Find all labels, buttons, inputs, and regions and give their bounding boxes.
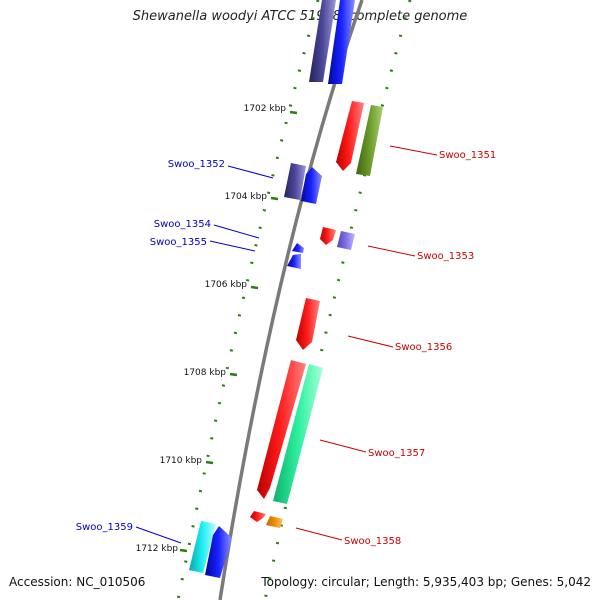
gene-arrow-blue-1354[interactable] (292, 243, 304, 253)
gene-label-swoo-1358[interactable]: Swoo_1358 (344, 536, 401, 547)
gene-arrow-red-1357[interactable] (257, 360, 306, 499)
gene-features (189, 0, 383, 578)
tick-1704: 1704 kbp (225, 192, 279, 202)
gene-arrow-orange-1358[interactable] (266, 516, 283, 528)
tick-label: 1710 kbp (160, 456, 203, 466)
tick-label: 1712 kbp (136, 544, 179, 554)
gene-label-swoo-1353[interactable]: Swoo_1353 (417, 251, 474, 262)
outer-guide-line (263, 0, 412, 600)
gene-arrow-red-1356[interactable] (296, 298, 320, 350)
gene-arrow-olive-1351[interactable] (356, 105, 383, 176)
gene-arrow-blue-1352[interactable] (301, 167, 322, 204)
tick-label: 1708 kbp (184, 368, 227, 378)
gene-arrow-blue-1359[interactable] (205, 526, 232, 578)
gene-label-swoo-1354[interactable]: Swoo_1354 (154, 219, 211, 230)
accession-label: Accession: NC_010506 (9, 575, 146, 589)
gene-arrow-red-1351[interactable] (336, 101, 364, 171)
gene-label-swoo-1359[interactable]: Swoo_1359 (76, 522, 133, 533)
gene-label-swoo-1352[interactable]: Swoo_1352 (168, 159, 225, 170)
tick-1708: 1708 kbp (184, 368, 238, 378)
gene-arrow-blue-top[interactable] (328, 0, 355, 84)
gene-label-swoo-1351[interactable]: Swoo_1351 (439, 150, 496, 161)
gene-label-swoo-1356[interactable]: Swoo_1356 (395, 342, 452, 353)
tick-1702: 1702 kbp (244, 104, 298, 115)
scale-ticks: 1702 kbp 1704 kbp 1706 kbp 1708 kbp 1710… (136, 104, 298, 554)
gene-arrow-red-1358[interactable] (250, 511, 266, 522)
gene-label-swoo-1357[interactable]: Swoo_1357 (368, 448, 425, 459)
tick-1706: 1706 kbp (205, 280, 259, 290)
genome-backbone-axis (218, 0, 364, 600)
tick-1712: 1712 kbp (136, 544, 188, 554)
genome-summary-label: Topology: circular; Length: 5,935,403 bp… (261, 575, 591, 589)
tick-label: 1706 kbp (205, 280, 248, 290)
tick-1710: 1710 kbp (160, 456, 214, 466)
gene-arrow-purple-1353[interactable] (337, 231, 355, 250)
tick-label: 1702 kbp (244, 104, 287, 114)
inner-guide-line (176, 0, 320, 600)
gene-callouts: Swoo_1351 Swoo_1352 Swoo_1353 Swoo_1354 … (76, 145, 496, 547)
gene-arrow-red-1353[interactable] (320, 227, 336, 245)
gene-arrow-green-1357[interactable] (273, 364, 323, 504)
gene-arrow-blue-1355[interactable] (287, 254, 301, 269)
tick-label: 1704 kbp (225, 192, 268, 202)
gene-label-swoo-1355[interactable]: Swoo_1355 (150, 237, 207, 248)
gene-arrow-navy-1352[interactable] (284, 163, 306, 200)
map-title: Shewanella woodyi ATCC 51908, complete g… (132, 9, 468, 24)
gene-arrow-navy-top[interactable] (309, 0, 336, 82)
gene-arrow-cyan-1359[interactable] (189, 521, 216, 573)
